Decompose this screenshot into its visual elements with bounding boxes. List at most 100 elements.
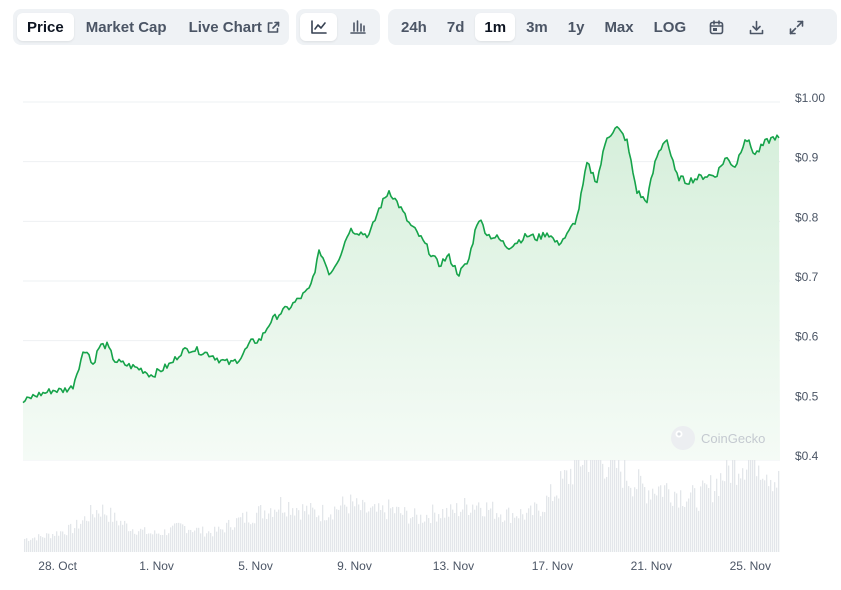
volume-bar [696, 507, 698, 552]
volume-bar [216, 531, 218, 552]
volume-bar [518, 518, 520, 552]
volume-bar [366, 512, 368, 552]
range-1m[interactable]: 1m [475, 13, 516, 41]
candlestick-chart-icon[interactable] [339, 13, 376, 41]
volume-bar [228, 519, 230, 552]
volume-bar [700, 486, 702, 552]
volume-bar [654, 493, 656, 552]
volume-bar [40, 536, 42, 552]
volume-bar [172, 525, 174, 552]
volume-bar [756, 476, 758, 552]
volume-bar [490, 508, 492, 552]
volume-bar [714, 491, 716, 552]
volume-bar [32, 538, 34, 552]
volume-bar [524, 519, 526, 552]
volume-bar [428, 518, 430, 552]
volume-bar [532, 515, 534, 552]
tab-market-cap[interactable]: Market Cap [85, 18, 167, 36]
volume-bar [420, 514, 422, 552]
volume-bar [618, 451, 620, 552]
calendar-icon[interactable] [697, 13, 735, 41]
volume-bar [388, 499, 390, 552]
volume-bar [158, 533, 160, 552]
volume-bar [84, 516, 86, 552]
volume-bar [578, 455, 580, 552]
volume-bar [442, 509, 444, 552]
volume-bar [552, 501, 554, 552]
volume-bar [592, 438, 594, 552]
volume-bar [586, 450, 588, 552]
volume-bar [220, 529, 222, 552]
volume-bar [346, 506, 348, 552]
volume-bar [280, 497, 282, 552]
volume-bar [760, 479, 762, 552]
volume-bar [724, 481, 726, 552]
volume-bar [338, 509, 340, 552]
volume-bar [96, 510, 98, 552]
volume-bar [758, 465, 760, 552]
range-24h[interactable]: 24h [401, 18, 427, 36]
volume-bar [716, 478, 718, 552]
volume-bar [294, 515, 296, 552]
volume-bar [196, 527, 198, 552]
tab-live-chart[interactable]: Live Chart [179, 13, 290, 41]
volume-bar [570, 468, 572, 552]
download-icon[interactable] [737, 13, 775, 41]
log-scale-toggle[interactable]: LOG [653, 18, 687, 36]
volume-bar [476, 505, 478, 552]
volume-bar [214, 526, 216, 552]
volume-bar [510, 522, 512, 552]
volume-bar [48, 533, 50, 552]
volume-bar [508, 507, 510, 552]
volume-bar [462, 509, 464, 552]
range-3m[interactable]: 3m [526, 18, 548, 36]
volume-bar [148, 533, 150, 552]
volume-bar [430, 523, 432, 552]
volume-bar [348, 513, 350, 552]
volume-bar [554, 496, 556, 552]
volume-bar [670, 502, 672, 552]
volume-bar [450, 504, 452, 552]
volume-bar [526, 512, 528, 552]
volume-bar [400, 513, 402, 552]
volume-bar [588, 471, 590, 552]
volume-bar [98, 513, 100, 552]
coingecko-logo-icon [671, 426, 695, 450]
volume-bar [656, 495, 658, 552]
volume-bar [582, 464, 584, 552]
volume-bar [154, 530, 156, 552]
volume-bar [54, 535, 56, 552]
volume-bar [286, 516, 288, 552]
y-tick-label: $0.9 [795, 151, 819, 165]
volume-bar [522, 514, 524, 552]
tab-price[interactable]: Price [17, 13, 74, 41]
volume-bar [434, 512, 436, 552]
expand-icon[interactable] [777, 13, 815, 41]
volume-bar [744, 479, 746, 552]
volume-bar [156, 533, 158, 552]
volume-bar [124, 520, 126, 552]
volume-bar [550, 484, 552, 552]
volume-bar [496, 513, 498, 552]
volume-bar [300, 519, 302, 552]
volume-bar [580, 466, 582, 552]
volume-bar [384, 512, 386, 552]
volume-bar [404, 507, 406, 552]
range-1y[interactable]: 1y [567, 18, 585, 36]
volume-bar [160, 534, 162, 552]
volume-bar [176, 522, 178, 552]
volume-bar [382, 505, 384, 552]
volume-bar [218, 526, 220, 552]
range-max[interactable]: Max [604, 18, 634, 36]
volume-bar [174, 523, 176, 552]
chart-toolbar: Price Market Cap Live Chart 24h 7d 1m 3m… [13, 9, 837, 45]
line-chart-icon[interactable] [300, 13, 337, 41]
volume-bar [178, 522, 180, 552]
volume-bar [574, 456, 576, 552]
volume-bar [664, 485, 666, 552]
volume-bar [86, 520, 88, 552]
range-7d[interactable]: 7d [446, 18, 465, 36]
volume-bar [438, 514, 440, 552]
volume-bar [152, 534, 154, 552]
